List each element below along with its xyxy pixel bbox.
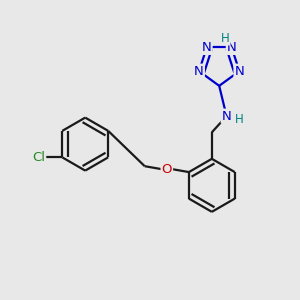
Text: H: H [221,32,230,44]
Text: N: N [194,65,204,78]
Text: Cl: Cl [32,151,45,164]
Text: N: N [222,110,231,123]
Text: N: N [235,65,244,78]
Text: N: N [227,41,236,54]
Text: O: O [162,163,172,176]
Text: N: N [202,41,211,54]
Text: H: H [235,113,243,126]
